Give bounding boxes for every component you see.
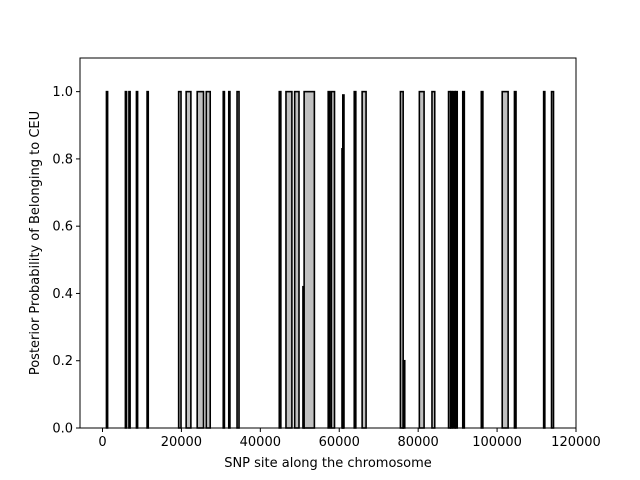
segment-26	[431, 90, 436, 429]
x-tick-label: 120000	[551, 435, 601, 450]
segment-11	[236, 90, 240, 429]
plot-frame	[79, 57, 577, 429]
segment-30	[454, 90, 459, 429]
segment-4	[146, 90, 150, 429]
x-tick-label: 60000	[319, 435, 360, 450]
segment-20	[341, 94, 345, 429]
segment-1	[124, 90, 128, 429]
x-tick-label: 0	[98, 435, 106, 450]
x-axis-label: SNP site along the chromosome	[224, 456, 432, 471]
x-tick-label: 100000	[472, 435, 522, 450]
segment-32	[480, 90, 484, 429]
x-tick-label: 40000	[240, 435, 281, 450]
segment-34	[513, 90, 517, 429]
y-axis: 0.0 0.2 0.4 0.6 0.8 1.0	[52, 85, 80, 437]
segment-28	[450, 90, 453, 429]
segment-7	[196, 90, 205, 429]
segment-13	[285, 90, 293, 429]
segment-24	[402, 359, 406, 429]
x-axis: 0 20000 40000 60000 80000 100000 120000	[98, 428, 601, 450]
y-tick-label: 0.8	[52, 152, 73, 167]
y-tick-label: 1.0	[52, 85, 73, 100]
segment-17	[327, 90, 331, 429]
segment-18	[330, 90, 336, 429]
segment-21	[353, 90, 357, 429]
y-tick-label: 0.4	[52, 287, 73, 302]
segment-36	[550, 90, 555, 429]
segment-5	[177, 90, 182, 429]
x-tick-label: 20000	[161, 435, 202, 450]
segment-3	[135, 90, 139, 429]
y-tick-label: 0.2	[52, 354, 73, 369]
segment-0	[105, 90, 109, 429]
y-axis-label: Posterior Probability of Belonging to CE…	[28, 111, 43, 375]
segment-16	[303, 90, 316, 429]
segment-12	[278, 90, 282, 429]
y-tick-label: 0.0	[52, 422, 73, 437]
segment-10	[227, 90, 231, 429]
segment-22	[361, 90, 367, 429]
segment-8	[205, 90, 212, 429]
x-tick-label: 80000	[397, 435, 438, 450]
segment-33	[501, 90, 509, 429]
segment-29	[452, 90, 456, 429]
segment-25	[418, 90, 425, 429]
segment-35	[542, 90, 546, 429]
segment-2	[128, 90, 131, 429]
segment-14	[293, 90, 300, 429]
y-tick-label: 0.6	[52, 220, 73, 235]
segment-31	[461, 90, 466, 429]
segment-6	[185, 90, 192, 429]
segment-9	[222, 90, 226, 429]
